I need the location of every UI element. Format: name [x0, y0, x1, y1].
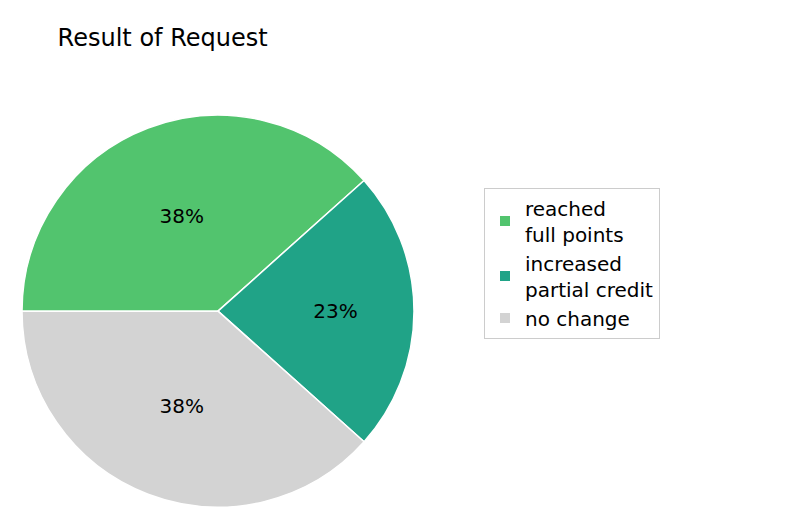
svg-text:reachedfull points: reachedfull points	[525, 197, 624, 247]
svg-text:increasedpartial credit: increasedpartial credit	[525, 252, 653, 302]
svg-text:38%: 38%	[160, 204, 204, 228]
svg-text:no change: no change	[525, 307, 630, 331]
svg-text:Result of Request: Result of Request	[58, 24, 268, 52]
svg-text:38%: 38%	[160, 394, 204, 418]
svg-text:23%: 23%	[313, 299, 357, 323]
